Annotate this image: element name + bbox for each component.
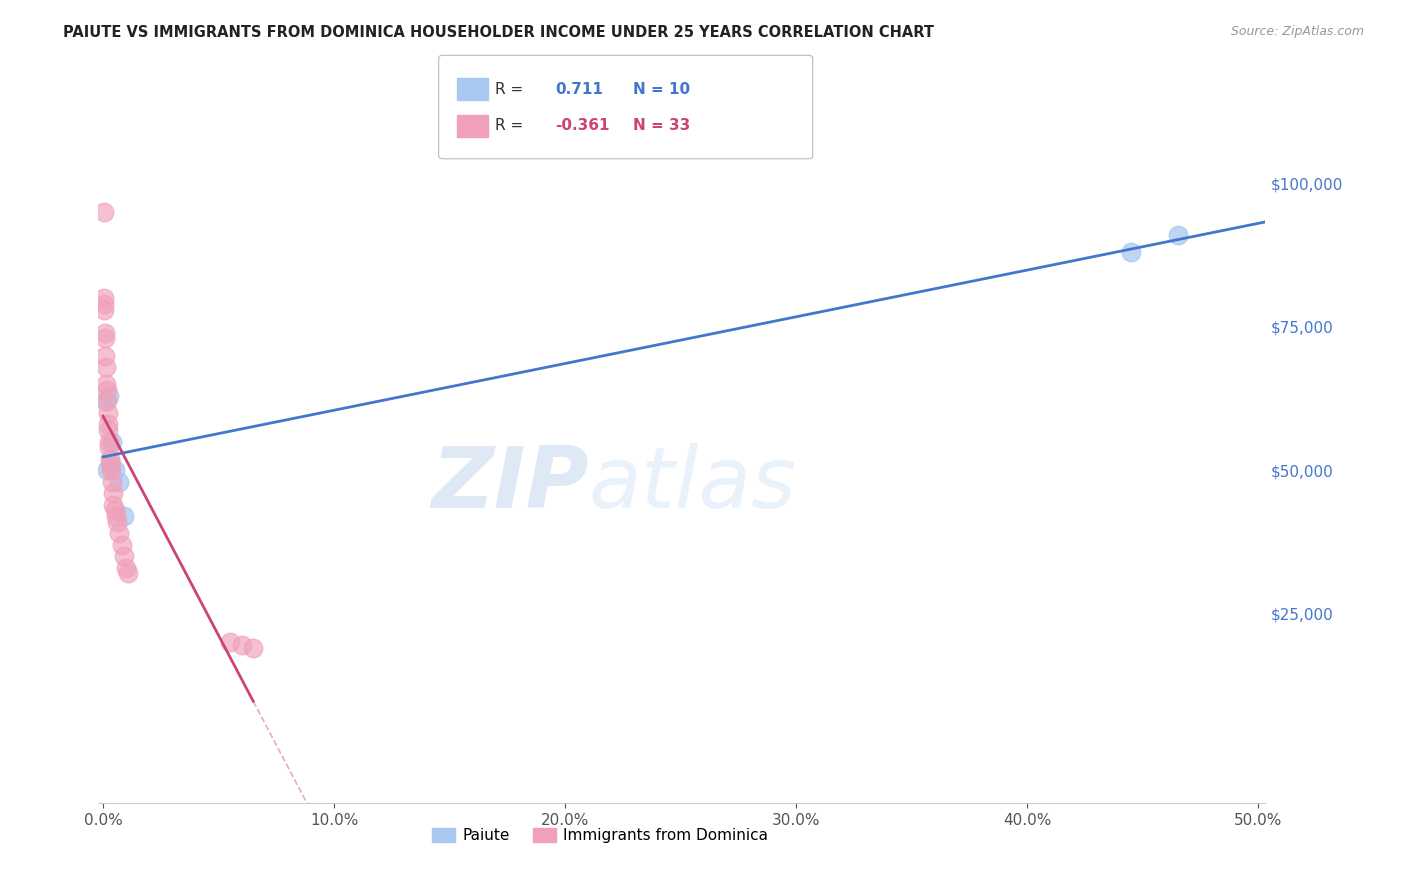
Text: PAIUTE VS IMMIGRANTS FROM DOMINICA HOUSEHOLDER INCOME UNDER 25 YEARS CORRELATION: PAIUTE VS IMMIGRANTS FROM DOMINICA HOUSE… xyxy=(63,25,934,40)
Point xyxy=(100,458,122,472)
Point xyxy=(242,640,264,655)
Text: R =: R = xyxy=(495,82,529,96)
Point xyxy=(101,486,124,500)
Point xyxy=(94,331,117,345)
Point xyxy=(97,423,120,437)
Point xyxy=(104,463,127,477)
Point xyxy=(94,394,117,409)
Point xyxy=(117,566,139,581)
Text: N = 10: N = 10 xyxy=(633,82,690,96)
Point xyxy=(94,359,117,374)
Point xyxy=(101,434,124,449)
Point xyxy=(96,383,118,397)
Point xyxy=(219,635,242,649)
Text: 0.711: 0.711 xyxy=(555,82,603,96)
Point xyxy=(100,458,122,472)
Point xyxy=(101,475,124,489)
Point xyxy=(93,205,115,219)
Point xyxy=(94,377,117,392)
Point xyxy=(97,389,120,403)
Text: N = 33: N = 33 xyxy=(633,119,690,133)
Point xyxy=(103,498,125,512)
Point xyxy=(97,434,120,449)
Text: -0.361: -0.361 xyxy=(555,119,610,133)
Point xyxy=(112,549,135,564)
Point xyxy=(105,515,128,529)
Point xyxy=(93,291,115,305)
Point xyxy=(104,509,127,524)
Point xyxy=(112,509,135,524)
Point xyxy=(104,503,127,517)
Point xyxy=(1167,228,1189,243)
Point xyxy=(93,297,115,311)
Text: R =: R = xyxy=(495,119,529,133)
Point xyxy=(96,394,118,409)
Point xyxy=(97,406,120,420)
Point xyxy=(96,463,118,477)
Point xyxy=(108,526,131,541)
Legend: Paiute, Immigrants from Dominica: Paiute, Immigrants from Dominica xyxy=(426,822,775,849)
Point xyxy=(100,463,122,477)
Text: Source: ZipAtlas.com: Source: ZipAtlas.com xyxy=(1230,25,1364,38)
Point xyxy=(98,440,121,454)
Point xyxy=(93,302,115,317)
Point xyxy=(94,349,117,363)
Point xyxy=(108,475,131,489)
Text: atlas: atlas xyxy=(589,443,797,526)
Point xyxy=(93,326,115,340)
Point xyxy=(231,638,253,652)
Point xyxy=(1121,245,1143,260)
Text: ZIP: ZIP xyxy=(430,443,589,526)
Point xyxy=(110,538,132,552)
Point xyxy=(97,417,120,432)
Point xyxy=(115,560,138,574)
Point xyxy=(98,451,121,466)
